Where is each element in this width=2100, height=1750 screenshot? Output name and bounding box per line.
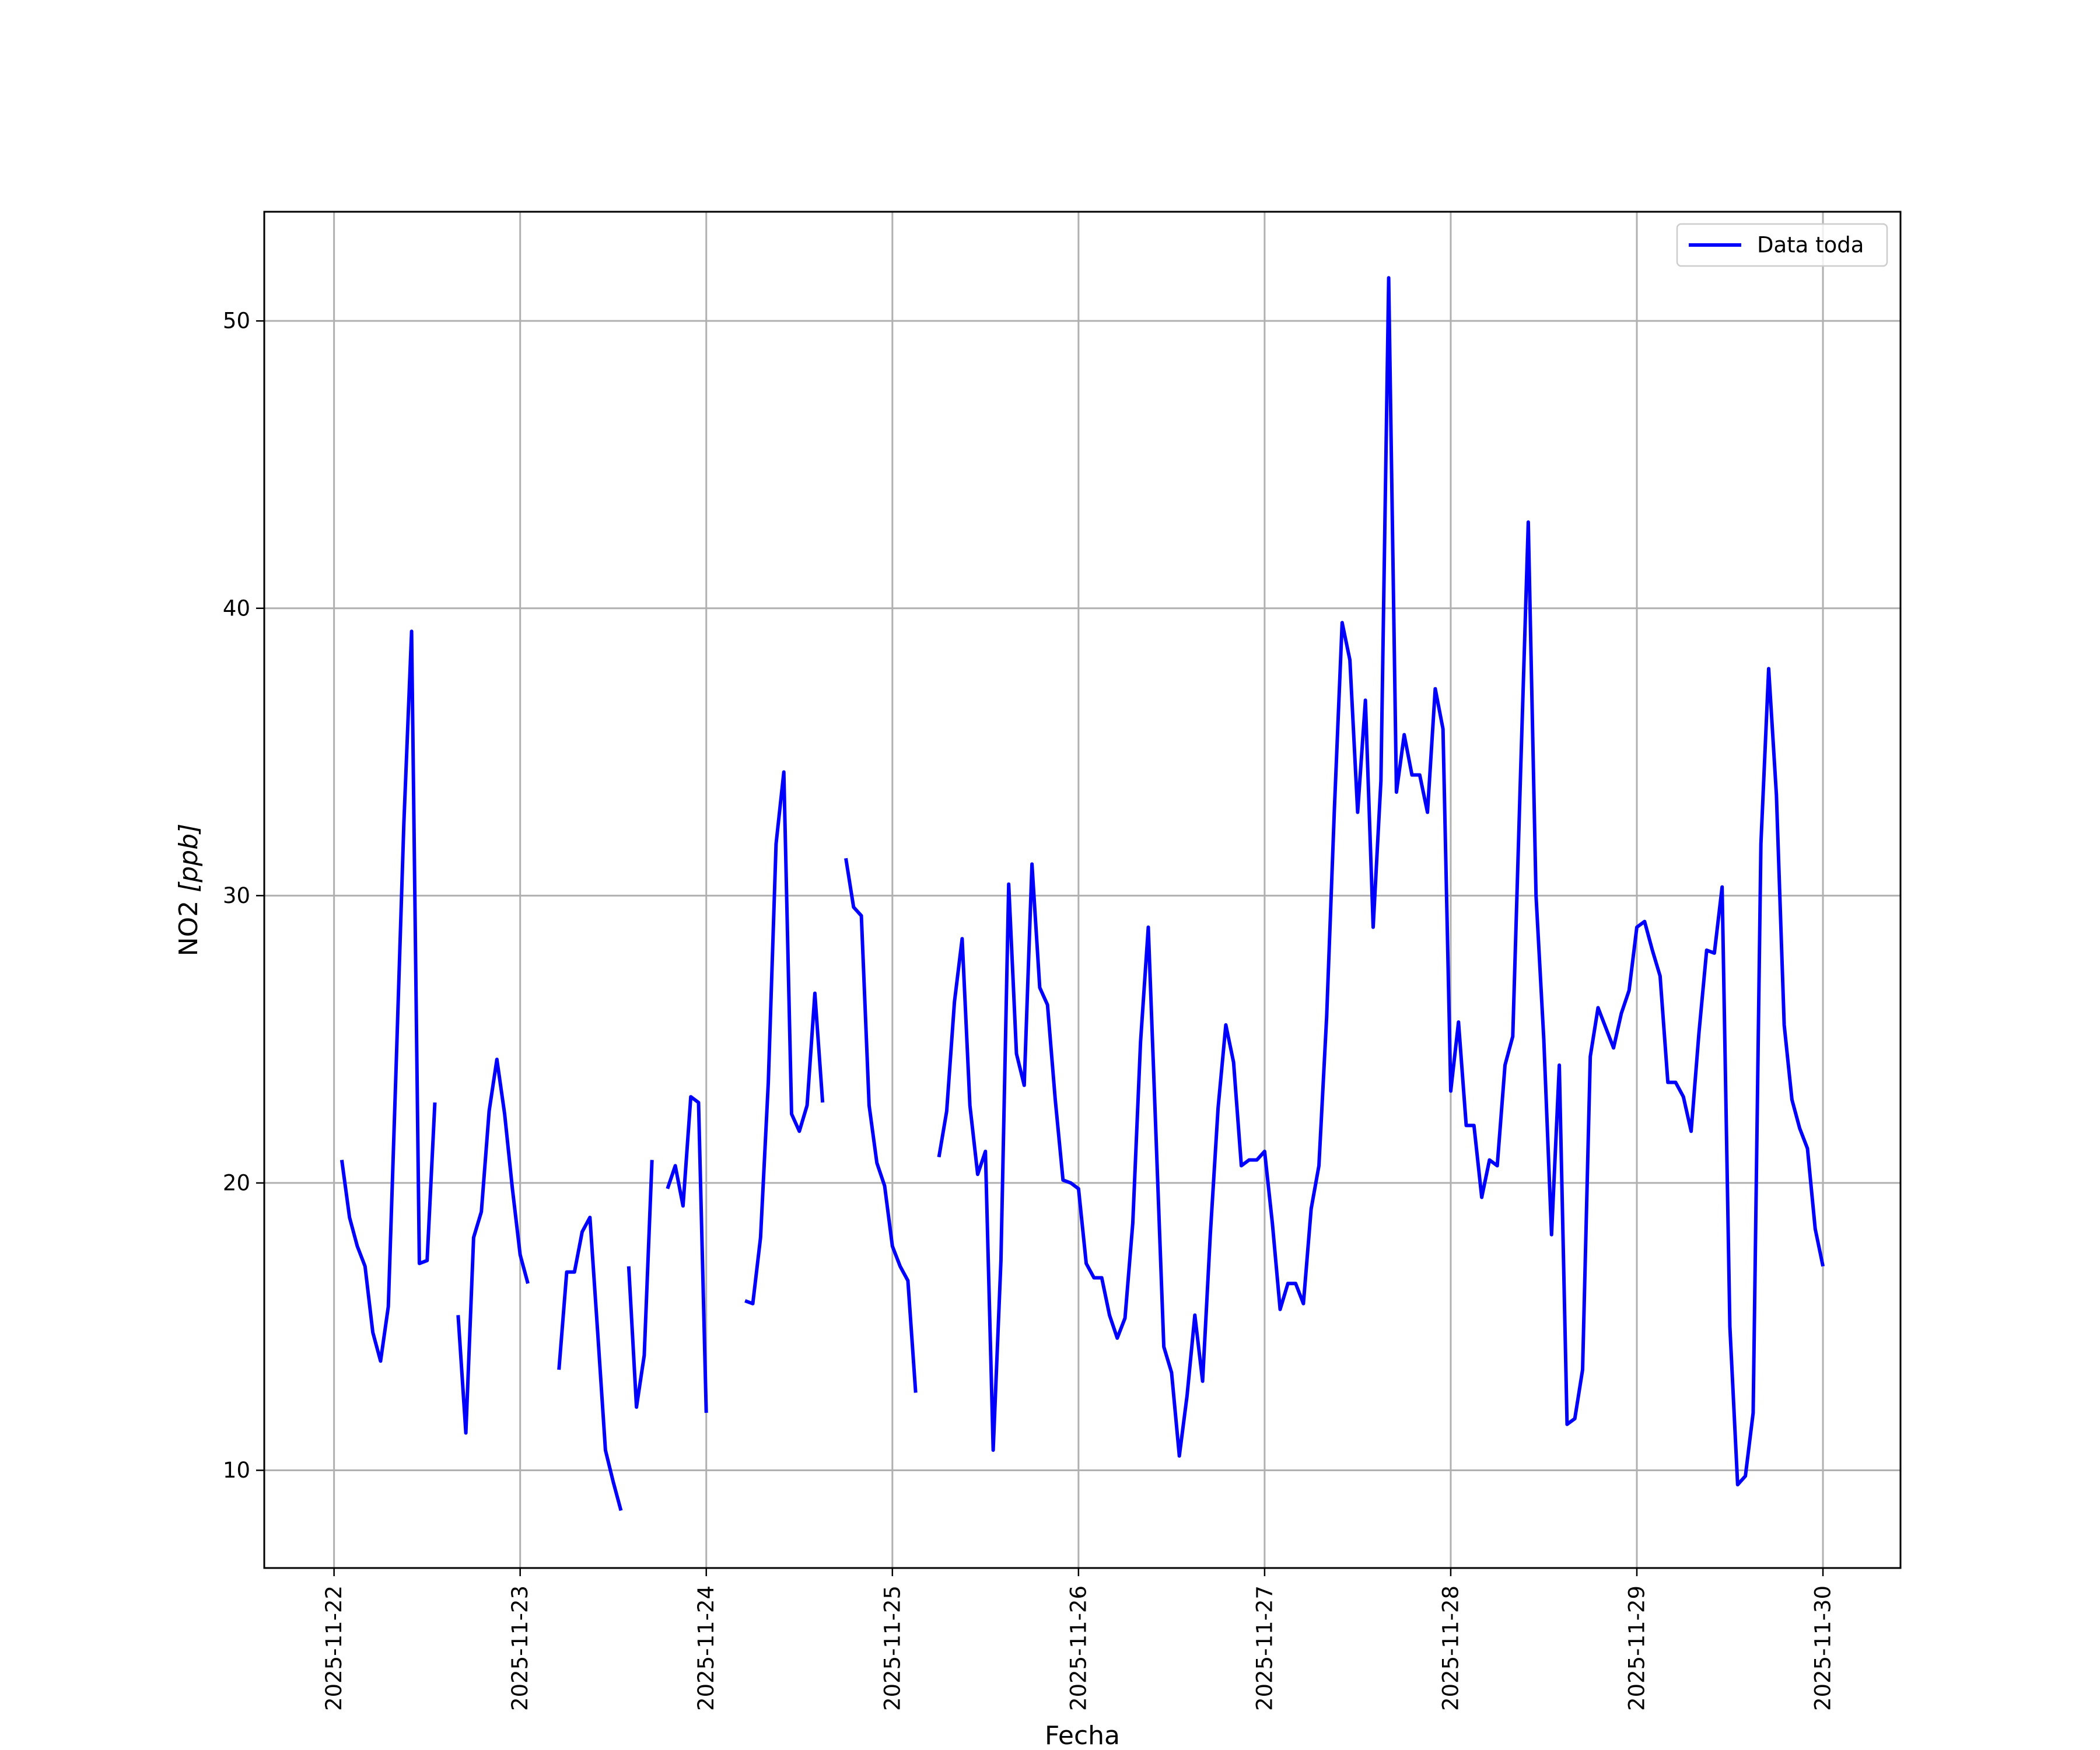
series-layer xyxy=(340,276,1825,1511)
legend: Data toda xyxy=(1676,223,1888,267)
axis-ticks xyxy=(256,320,1824,1576)
y-tick-label: 20 xyxy=(223,1170,250,1195)
y-axis-title-unit: [ppb] xyxy=(174,824,204,892)
x-tick-label: 2025-11-28 xyxy=(1438,1586,1463,1711)
y-tick-label: 10 xyxy=(223,1458,250,1483)
x-tick-label: 2025-11-22 xyxy=(321,1586,346,1711)
x-tick-label: 2025-11-29 xyxy=(1625,1586,1650,1711)
series-line-segment xyxy=(340,629,437,1363)
plot-frame xyxy=(263,211,1902,1569)
y-axis-title-text: NO2 xyxy=(174,892,204,957)
x-tick-label: 2025-11-30 xyxy=(1811,1586,1836,1711)
x-tick-label: 2025-11-25 xyxy=(880,1586,905,1711)
x-tick-label: 2025-11-23 xyxy=(508,1586,533,1711)
x-tick-label: 2025-11-24 xyxy=(694,1586,719,1711)
series-line-segment xyxy=(744,770,825,1306)
y-tick-label: 30 xyxy=(223,883,250,908)
legend-entry: Data toda xyxy=(1757,233,1864,258)
series-line-segment xyxy=(844,858,918,1393)
series-line-segment xyxy=(456,1058,530,1435)
x-tick-label: 2025-11-27 xyxy=(1252,1586,1277,1711)
x-tick-label: 2025-11-26 xyxy=(1066,1586,1091,1711)
y-tick-label: 40 xyxy=(223,596,250,621)
series-line-segment xyxy=(626,1160,654,1409)
legend-frame xyxy=(1676,223,1888,267)
series-line-segment xyxy=(557,1216,623,1511)
series-line-segment xyxy=(937,276,1825,1487)
grid-lines xyxy=(264,212,1901,1568)
x-axis-title: Fecha xyxy=(1045,1721,1120,1750)
axis-tick-labels: 2025-11-22 2025-11-23 2025-11-24 2025-11-25… xyxy=(223,309,1836,1711)
series-line-segment xyxy=(666,1095,708,1413)
y-axis-title: NO2 [ppb] xyxy=(174,824,204,957)
y-tick-label: 50 xyxy=(223,309,250,334)
